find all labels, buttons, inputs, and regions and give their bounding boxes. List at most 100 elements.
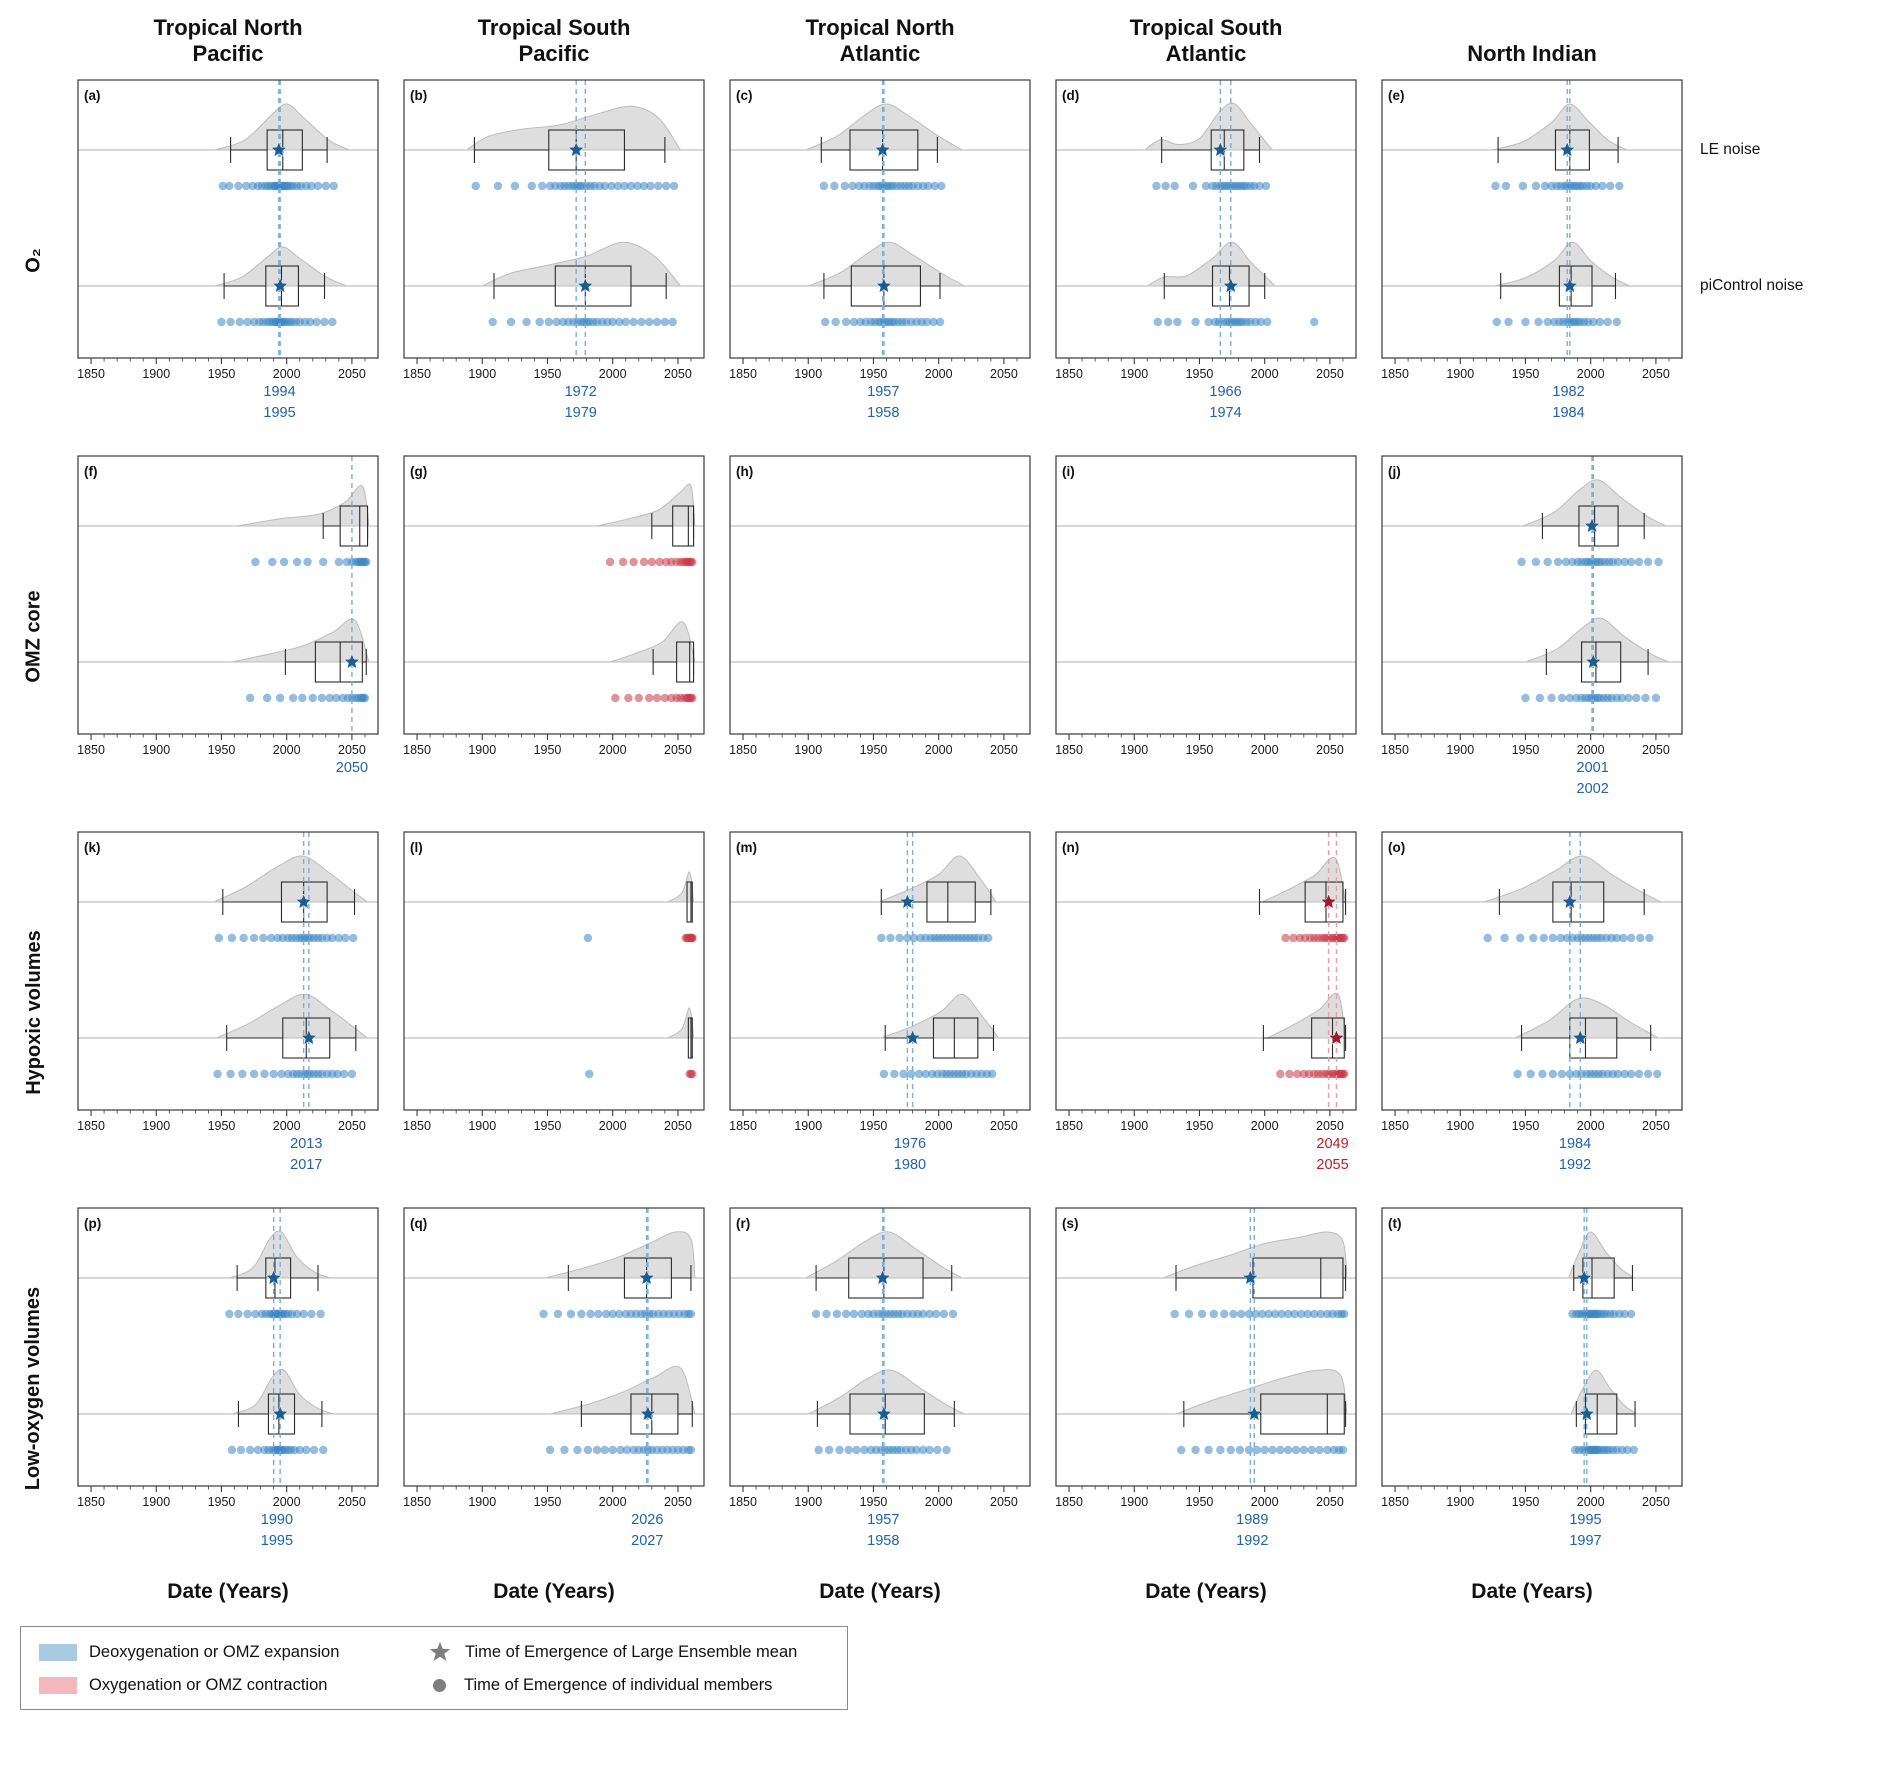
svg-text:1850: 1850: [729, 367, 757, 381]
legend-item-le-mean: Time of Emergence of Large Ensemble mean: [427, 1641, 829, 1663]
panel-cell-r: 1850 1900 1950 2000 2050 (r) 1957 1958: [722, 1202, 1038, 1574]
svg-text:1850: 1850: [729, 1119, 757, 1133]
svg-text:(d): (d): [1062, 88, 1079, 103]
svg-text:2050: 2050: [338, 1495, 366, 1509]
svg-text:1850: 1850: [1381, 1119, 1409, 1133]
svg-text:2027: 2027: [631, 1533, 663, 1549]
svg-text:1850: 1850: [403, 743, 431, 757]
svg-text:2050: 2050: [990, 367, 1018, 381]
svg-text:(a): (a): [84, 88, 101, 103]
svg-text:2000: 2000: [1251, 1119, 1279, 1133]
svg-text:1850: 1850: [77, 743, 105, 757]
x-axis-label-1: Date (Years): [493, 1580, 615, 1603]
column-title-3: Tropical South Atlantic: [1129, 15, 1283, 66]
legend-item-oxygenation: Oxygenation or OMZ contraction: [39, 1676, 419, 1695]
panel-cell-d: 1850 1900 1950 2000 2050 (d) 1966 1974: [1048, 74, 1364, 446]
svg-text:1950: 1950: [860, 367, 888, 381]
svg-text:1950: 1950: [860, 1495, 888, 1509]
svg-text:2050: 2050: [338, 743, 366, 757]
panel-k: 1850 1900 1950 2000 2050 (k) 2013 2017: [77, 831, 379, 1173]
svg-text:1950: 1950: [534, 1119, 562, 1133]
svg-text:1900: 1900: [142, 1495, 170, 1509]
svg-text:1997: 1997: [1569, 1533, 1601, 1549]
svg-text:2000: 2000: [273, 743, 301, 757]
legend-label-oxygenation: Oxygenation or OMZ contraction: [89, 1676, 328, 1694]
panel-cell-o: 1850 1900 1950 2000 2050 (o) 1984 1992: [1374, 826, 1690, 1198]
svg-text:1950: 1950: [534, 743, 562, 757]
svg-text:1850: 1850: [403, 1119, 431, 1133]
svg-text:2000: 2000: [1251, 367, 1279, 381]
svg-text:2050: 2050: [1316, 367, 1344, 381]
svg-text:1850: 1850: [77, 1119, 105, 1133]
svg-text:1850: 1850: [1055, 743, 1083, 757]
panel-cell-j: 1850 1900 1950 2000 2050 (j) 2001 2002: [1374, 450, 1690, 822]
row-label-text: O₂: [22, 247, 45, 273]
svg-text:(t): (t): [1388, 1216, 1402, 1231]
svg-text:1900: 1900: [794, 743, 822, 757]
svg-text:1900: 1900: [468, 1119, 496, 1133]
legend-label-members: Time of Emergence of individual members: [464, 1676, 773, 1694]
svg-text:(s): (s): [1062, 1216, 1079, 1231]
svg-text:2017: 2017: [290, 1157, 322, 1173]
svg-text:2000: 2000: [925, 367, 953, 381]
column-title-4: North Indian: [1467, 40, 1597, 66]
svg-text:2000: 2000: [1577, 1119, 1605, 1133]
row-label-0: O₂: [8, 74, 60, 446]
svg-text:1980: 1980: [894, 1157, 926, 1173]
svg-text:1900: 1900: [142, 1119, 170, 1133]
panel-c: 1850 1900 1950 2000 2050 (c) 1957 1958: [729, 79, 1031, 421]
svg-text:2001: 2001: [1577, 760, 1609, 776]
svg-text:1976: 1976: [894, 1136, 926, 1152]
svg-text:1950: 1950: [1186, 1495, 1214, 1509]
svg-text:2000: 2000: [1251, 1495, 1279, 1509]
svg-text:1950: 1950: [208, 1495, 236, 1509]
svg-text:2050: 2050: [1642, 1119, 1670, 1133]
panel-cell-s: 1850 1900 1950 2000 2050 (s) 1989 1992: [1048, 1202, 1364, 1574]
svg-text:1900: 1900: [142, 743, 170, 757]
svg-text:2050: 2050: [664, 367, 692, 381]
svg-text:1950: 1950: [1512, 1119, 1540, 1133]
svg-text:2000: 2000: [273, 1495, 301, 1509]
svg-text:2013: 2013: [290, 1136, 322, 1152]
svg-text:1850: 1850: [1055, 1495, 1083, 1509]
svg-text:2000: 2000: [599, 1495, 627, 1509]
svg-text:1900: 1900: [1120, 367, 1148, 381]
legend: Deoxygenation or OMZ expansion Time of E…: [20, 1626, 848, 1710]
noise-label-picontrol: piControl noise: [1700, 277, 1804, 294]
legend-label-deoxygenation: Deoxygenation or OMZ expansion: [89, 1642, 340, 1661]
panel-s: 1850 1900 1950 2000 2050 (s) 1989 1992: [1055, 1207, 1357, 1549]
svg-text:2026: 2026: [631, 1512, 663, 1528]
svg-text:2050: 2050: [1316, 743, 1344, 757]
x-axis-label-0: Date (Years): [167, 1580, 289, 1603]
svg-text:1900: 1900: [794, 1495, 822, 1509]
noise-label-le: LE noise: [1700, 141, 1761, 158]
svg-text:(r): (r): [736, 1216, 750, 1231]
deoxygenation-swatch: [39, 1643, 77, 1661]
svg-text:2000: 2000: [1251, 743, 1279, 757]
row-label-2: Hypoxic volumes: [8, 826, 60, 1198]
svg-text:(g): (g): [410, 464, 427, 479]
svg-text:1900: 1900: [1120, 743, 1148, 757]
panel-q: 1850 1900 1950 2000 2050 (q) 2026 2027: [403, 1207, 705, 1549]
svg-text:(b): (b): [410, 88, 427, 103]
svg-text:(f): (f): [84, 464, 98, 479]
svg-text:1850: 1850: [403, 367, 431, 381]
svg-text:(m): (m): [736, 840, 757, 855]
svg-text:2050: 2050: [336, 760, 368, 776]
panel-r: 1850 1900 1950 2000 2050 (r) 1957 1958: [729, 1207, 1031, 1549]
svg-text:1950: 1950: [208, 367, 236, 381]
svg-text:1950: 1950: [860, 743, 888, 757]
svg-text:1850: 1850: [1381, 367, 1409, 381]
panel-cell-f: 1850 1900 1950 2000 2050 (f) 2050: [70, 450, 386, 822]
svg-text:1972: 1972: [565, 384, 597, 400]
svg-text:1950: 1950: [1186, 1119, 1214, 1133]
panel-b: 1850 1900 1950 2000 2050 (b) 1972 1979: [403, 79, 705, 421]
panel-l: 1850 1900 1950 2000 2050 (l): [403, 831, 705, 1133]
panel-a: 1850 1900 1950 2000 2050 (a) 1994 1995: [77, 79, 379, 421]
svg-text:2050: 2050: [1642, 1495, 1670, 1509]
svg-text:2000: 2000: [1577, 743, 1605, 757]
panel-m: 1850 1900 1950 2000 2050 (m) 1976 1980: [729, 831, 1031, 1173]
noise-labels: LE noise piControl noise: [1700, 74, 1850, 446]
panel-cell-n: 1850 1900 1950 2000 2050 (n) 2049 2055: [1048, 826, 1364, 1198]
